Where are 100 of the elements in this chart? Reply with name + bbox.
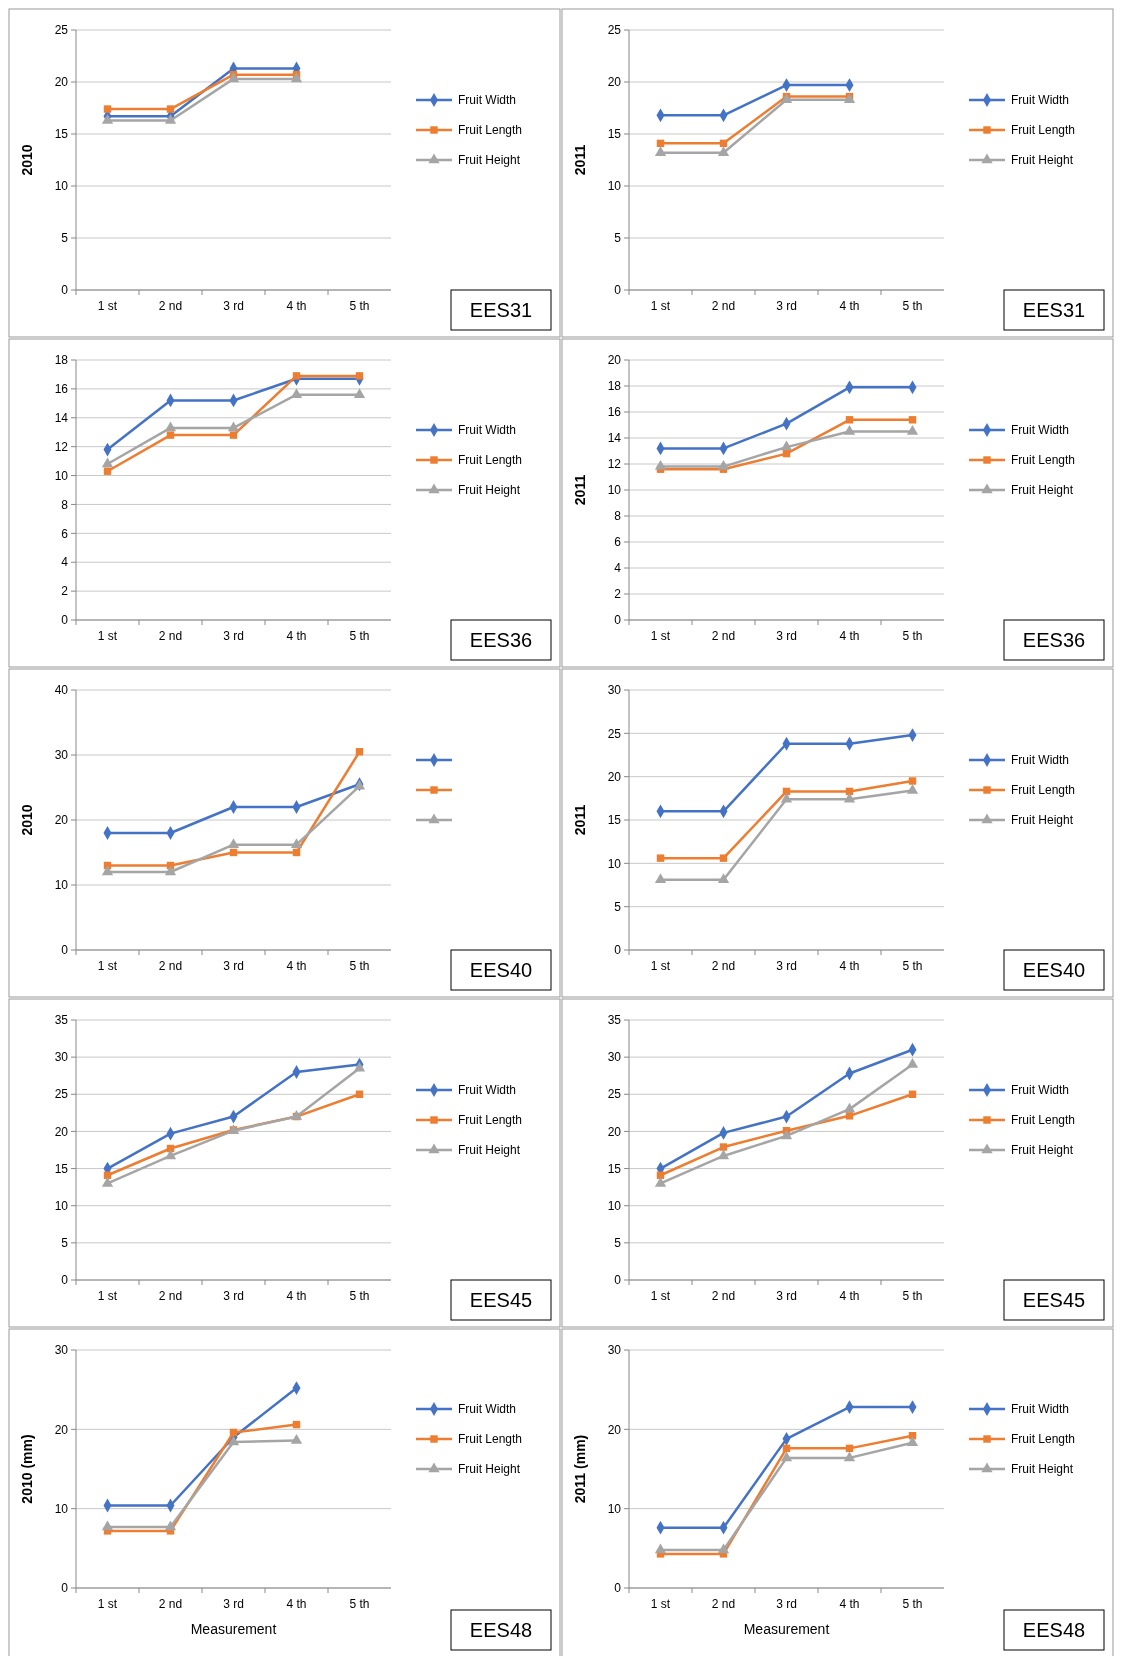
x-tick-label: 5 th (349, 959, 370, 973)
y-tick-label: 4 (614, 561, 622, 576)
y-tick-label: 10 (54, 1501, 69, 1516)
legend-label: Fruit Width (458, 1083, 517, 1098)
y-tick-label: 0 (614, 943, 622, 958)
y-tick-label: 30 (607, 683, 622, 698)
y-tick-label: 15 (607, 127, 622, 142)
y-tick-label: 30 (54, 1343, 69, 1358)
y-tick-label: 18 (54, 353, 69, 368)
legend-label: Fruit Length (1011, 453, 1076, 468)
y-tick-label: 10 (54, 1198, 69, 1213)
x-tick-label: 4 th (286, 629, 307, 643)
legend-label: Fruit Length (1011, 1113, 1076, 1128)
y-tick-label: 16 (54, 382, 69, 397)
y-axis-title: 2010 (19, 804, 35, 836)
y-tick-label: 5 (614, 1236, 622, 1251)
legend-label: Fruit Height (458, 483, 521, 498)
x-tick-label: 4 th (286, 1289, 307, 1303)
x-tick-label: 1 st (650, 959, 671, 973)
x-tick-label: 2 nd (711, 959, 736, 973)
x-tick-label: 2 nd (711, 1597, 736, 1611)
x-tick-label: 4 th (839, 629, 860, 643)
legend-label: Fruit Width (458, 423, 517, 438)
legend-label: Fruit Height (458, 153, 521, 168)
y-axis-title: 2011 (572, 144, 588, 176)
y-tick-label: 10 (54, 179, 69, 194)
x-tick-label: 1 st (650, 1597, 671, 1611)
y-tick-label: 20 (607, 1124, 622, 1139)
y-tick-label: 0 (614, 283, 622, 298)
x-tick-label: 3 rd (223, 1289, 244, 1303)
y-tick-label: 0 (614, 1581, 622, 1596)
y-tick-label: 15 (607, 1161, 622, 1176)
y-tick-label: 5 (61, 1236, 69, 1251)
y-tick-label: 30 (607, 1050, 622, 1065)
x-tick-label: 5 th (349, 1289, 370, 1303)
x-tick-label: 3 rd (776, 1289, 797, 1303)
legend-label: Fruit Width (458, 93, 517, 108)
legend-label: Fruit Height (1011, 153, 1074, 168)
y-tick-label: 35 (54, 1013, 69, 1028)
x-tick-label: 3 rd (776, 299, 797, 313)
y-tick-label: 8 (61, 497, 69, 512)
y-tick-label: 20 (607, 769, 622, 784)
legend-label: Fruit Height (1011, 813, 1074, 828)
y-tick-label: 20 (607, 353, 622, 368)
x-tick-label: 1 st (97, 629, 118, 643)
x-tick-label: 4 th (286, 959, 307, 973)
x-tick-label: 2 nd (711, 1289, 736, 1303)
legend-label: Fruit Length (1011, 123, 1076, 138)
y-tick-label: 5 (61, 231, 69, 246)
legend-label: Fruit Width (1011, 1083, 1070, 1098)
y-tick-label: 4 (61, 555, 69, 570)
legend-label: Fruit Width (1011, 423, 1070, 438)
y-tick-label: 20 (54, 1124, 69, 1139)
x-tick-label: 5 th (349, 299, 370, 313)
legend-label: Fruit Height (458, 1143, 521, 1158)
x-tick-label: 2 nd (158, 959, 183, 973)
y-tick-label: 25 (607, 23, 622, 38)
x-tick-label: 3 rd (776, 629, 797, 643)
x-tick-label: 5 th (902, 1289, 923, 1303)
y-tick-label: 5 (614, 899, 622, 914)
x-tick-label: 3 rd (223, 959, 244, 973)
y-tick-label: 0 (61, 613, 69, 628)
y-tick-label: 10 (607, 1501, 622, 1516)
x-tick-label: 1 st (97, 1289, 118, 1303)
x-tick-label: 4 th (839, 1597, 860, 1611)
legend-label: Fruit Height (1011, 483, 1074, 498)
y-tick-label: 0 (61, 1273, 69, 1288)
legend-label: Fruit Length (1011, 783, 1076, 798)
legend-label: Fruit Length (1011, 1432, 1076, 1447)
x-tick-label: 5 th (902, 1597, 923, 1611)
y-axis-title: 2011 (572, 804, 588, 836)
y-tick-label: 0 (614, 1273, 622, 1288)
x-tick-label: 4 th (286, 299, 307, 313)
x-tick-label: 3 rd (223, 299, 244, 313)
x-tick-label: 1 st (650, 629, 671, 643)
y-tick-label: 25 (607, 726, 622, 741)
legend-label: Fruit Width (1011, 93, 1070, 108)
label-box: EES31 (450, 289, 552, 331)
y-tick-label: 20 (607, 1422, 622, 1437)
label-box: EES36 (1003, 619, 1105, 661)
y-tick-label: 6 (61, 526, 69, 541)
y-tick-label: 35 (607, 1013, 622, 1028)
y-tick-label: 5 (614, 231, 622, 246)
x-tick-label: 1 st (97, 299, 118, 313)
x-tick-label: 5 th (902, 299, 923, 313)
y-axis-title: 2010 (19, 144, 35, 176)
y-tick-label: 20 (54, 813, 69, 828)
x-tick-label: 2 nd (158, 629, 183, 643)
y-axis-title: 2011 (mm) (572, 1434, 588, 1504)
label-box: EES40 (1003, 949, 1105, 991)
y-tick-label: 0 (61, 943, 69, 958)
legend-label: Fruit Length (458, 453, 523, 468)
y-tick-label: 15 (54, 127, 69, 142)
x-tick-label: 4 th (839, 299, 860, 313)
x-tick-label: 2 nd (158, 299, 183, 313)
x-tick-label: 2 nd (158, 1289, 183, 1303)
legend-label: Fruit Length (458, 1432, 523, 1447)
x-tick-label: 5 th (902, 629, 923, 643)
legend-label: Fruit Height (1011, 1462, 1074, 1477)
y-tick-label: 2 (61, 584, 69, 599)
